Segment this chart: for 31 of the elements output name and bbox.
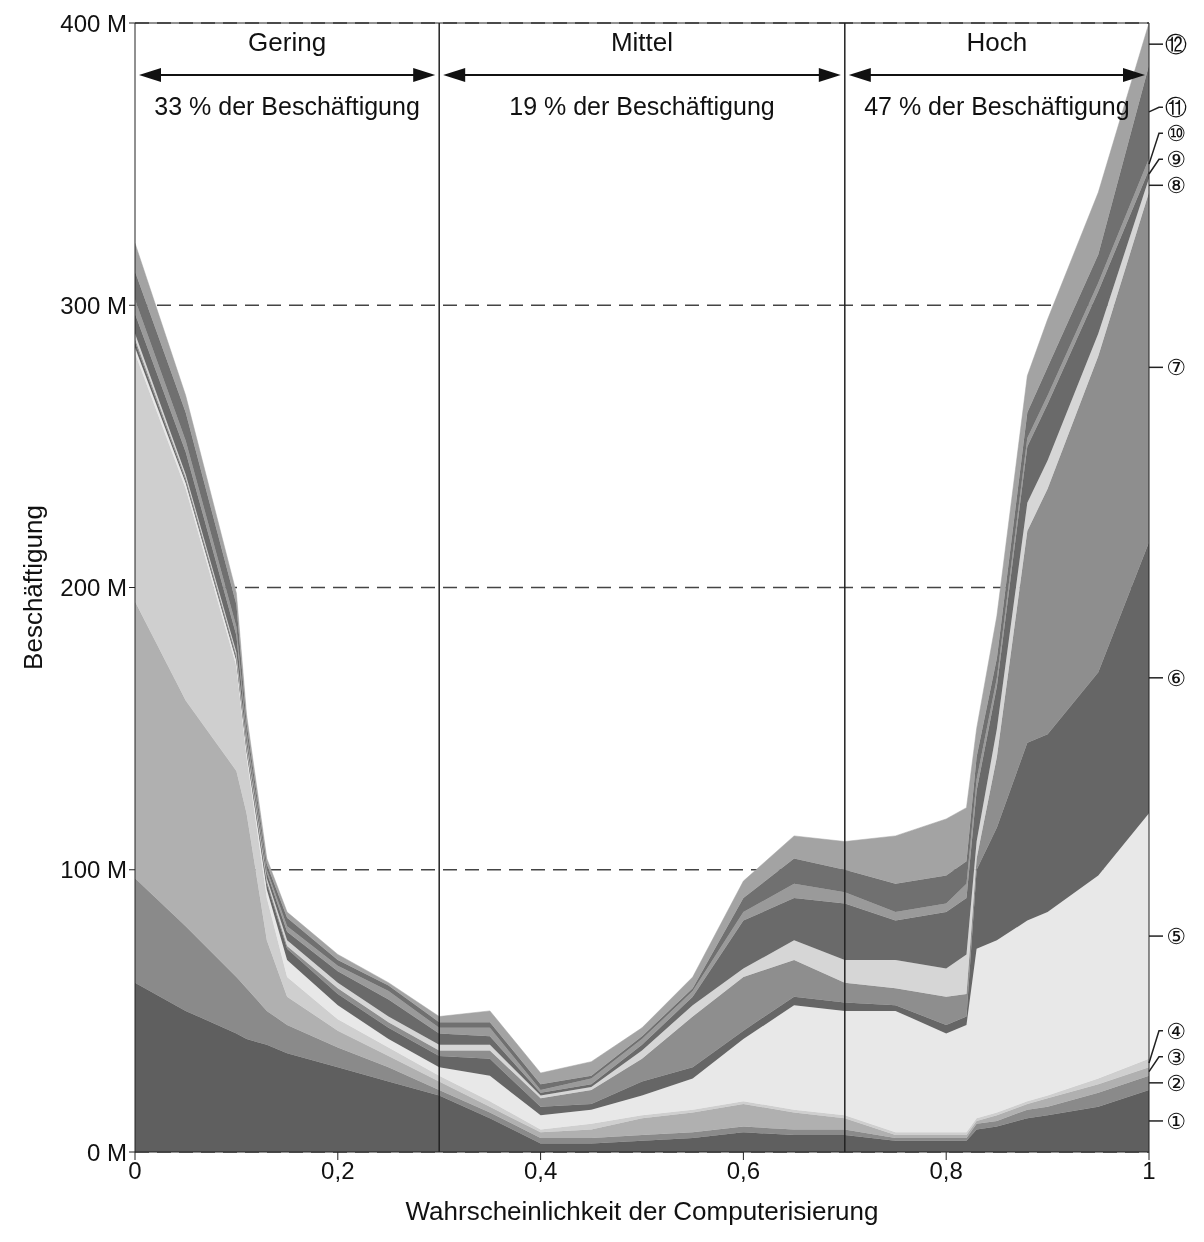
x-axis-title: Wahrscheinlichkeit der Computerisierung: [405, 1196, 879, 1226]
y-tick-label: 0 M: [86, 1138, 127, 1166]
series-label: ⑪: [1165, 95, 1187, 121]
annotation: 47 % der Beschäftigung: [864, 92, 1130, 120]
series-label: ⑤: [1166, 924, 1186, 950]
series-label: ⑥: [1166, 665, 1186, 691]
x-tick-label: 0,4: [523, 1157, 558, 1185]
series-label: ①: [1166, 1108, 1186, 1134]
y-tick-label: 100 M: [60, 856, 127, 884]
y-axis-title: Beschäftigung: [18, 505, 49, 670]
y-tick-label: 200 M: [60, 574, 127, 602]
x-tick-label: 0: [128, 1157, 142, 1185]
series-label: ④: [1166, 1018, 1186, 1044]
x-tick-label: 0,8: [929, 1157, 963, 1185]
series-label: ②: [1166, 1070, 1186, 1096]
annotation: Gering: [248, 27, 327, 57]
annotation: Mittel: [610, 27, 674, 57]
y-tick-label: 400 M: [60, 9, 127, 37]
series-label: ⑫: [1165, 32, 1187, 58]
x-tick-label: 0,2: [321, 1157, 355, 1185]
series-label: ③: [1166, 1044, 1186, 1070]
series-label: ⑨: [1166, 147, 1186, 173]
series-label: ⑦: [1166, 355, 1186, 381]
annotation: 19 % der Beschäftigung: [509, 92, 775, 120]
y-tick-label: 300 M: [60, 291, 127, 319]
annotation: 33 % der Beschäftigung: [154, 92, 420, 120]
x-tick-label: 0,6: [726, 1157, 761, 1185]
x-tick-label: 1: [1142, 1157, 1156, 1185]
series-label: ⑧: [1166, 173, 1186, 199]
annotation: Hoch: [966, 27, 1028, 57]
series-label: ⑩: [1166, 121, 1186, 147]
